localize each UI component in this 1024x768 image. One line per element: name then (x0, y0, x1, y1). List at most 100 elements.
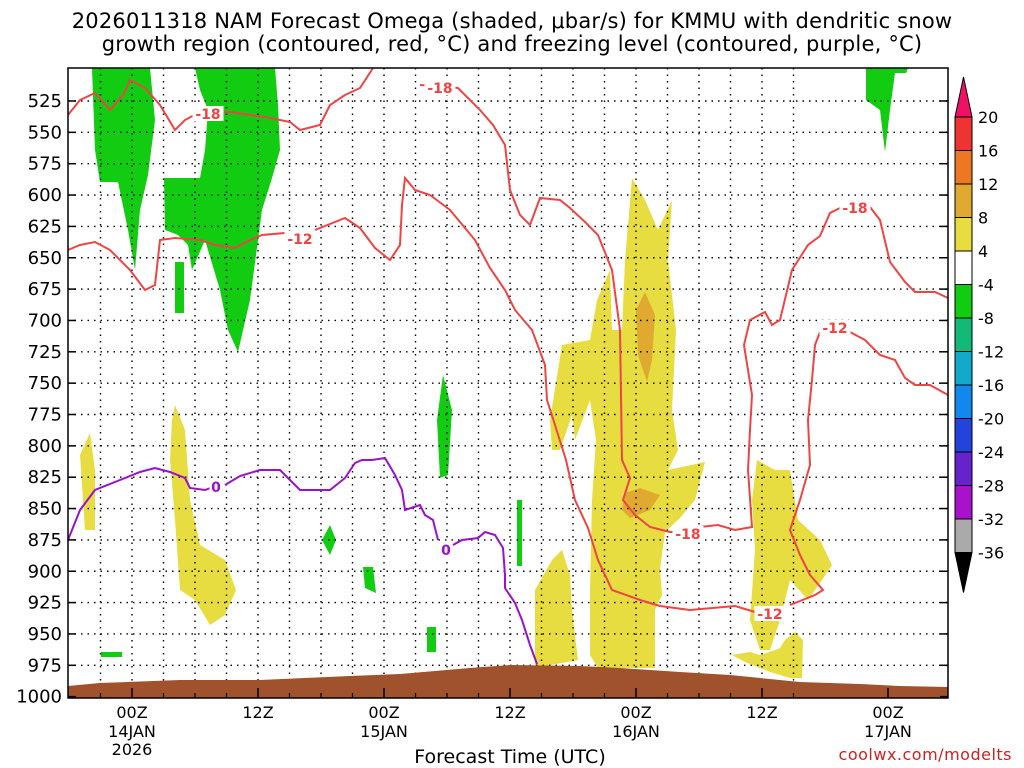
omega-region-green (164, 68, 280, 352)
x-tick-label: 00Z (368, 703, 399, 722)
contour-0-freezing-level (67, 456, 538, 665)
colorbar-segment (954, 418, 973, 453)
omega-region-orange (636, 292, 655, 382)
x-tick-date: 17JAN (864, 722, 912, 741)
colorbar-label: -28 (978, 477, 1004, 496)
colorbar-label: -16 (978, 376, 1004, 395)
chart-title-line-2: growth region (contoured, red, °C) and f… (101, 32, 923, 56)
y-tick-label: 800 (28, 436, 62, 457)
y-tick-label: 775 (28, 405, 62, 426)
x-tick-label: 00Z (872, 703, 903, 722)
colorbar-label: -12 (978, 343, 1004, 362)
x-tick-label: 00Z (620, 703, 651, 722)
contour-minus-12-left (67, 232, 286, 292)
x-tick-label: 12Z (746, 703, 777, 722)
omega-region-yellow (732, 632, 803, 678)
colorbar-segment (954, 284, 973, 319)
omega-region-yellow (170, 405, 236, 625)
colorbar-label: -32 (978, 510, 1004, 529)
colorbar-label: -20 (978, 410, 1004, 429)
colorbar-segment (954, 250, 973, 285)
colorbar-segment (954, 217, 973, 252)
y-tick-label: 625 (28, 216, 62, 237)
colorbar-arrow-top (954, 76, 973, 118)
colorbar: 20 16 12 8 4 -4 -8 -12 -16 -20 -24 -28 -32 -36 (954, 76, 1004, 593)
x-axis-title: Forecast Time (UTC) (414, 746, 606, 768)
colorbar-label: -8 (978, 309, 994, 328)
omega-region-yellow (550, 178, 705, 668)
y-tick-label: 975 (28, 655, 62, 676)
x-tick-label: 12Z (242, 703, 273, 722)
colorbar-label: 8 (978, 209, 988, 228)
contour-label: 0 (441, 543, 451, 559)
omega-region-yellow (535, 550, 578, 668)
x-tick-date: 16JAN (612, 722, 660, 741)
x-tick-date: 14JAN (108, 722, 156, 741)
colorbar-segment (954, 451, 973, 486)
y-tick-label: 700 (28, 310, 62, 331)
contour-label-bg (819, 320, 851, 335)
colorbar-segment (954, 384, 973, 419)
omega-region-green (92, 68, 155, 270)
dendritic-growth-contours (67, 67, 949, 613)
y-tick-label: 950 (28, 624, 62, 645)
contour-label: -18 (675, 527, 700, 543)
y-tick-label: 875 (28, 530, 62, 551)
y-tick-label: 550 (28, 122, 62, 143)
x-tick-year: 2026 (112, 740, 153, 759)
y-axis: 525 550 575 600 625 650 675 700 725 750 775 800 825 8… (16, 91, 948, 708)
contour-minus-18-top-right (869, 206, 949, 299)
omega-region-green (437, 375, 452, 478)
x-tick-label: 12Z (494, 703, 525, 722)
colorbar-arrow-bottom (954, 552, 973, 593)
contour-label-bg (424, 80, 456, 95)
y-tick-label: 925 (28, 593, 62, 614)
colorbar-segment (954, 317, 973, 352)
colorbar-segment (954, 150, 973, 185)
gridlines (68, 68, 948, 698)
colorbar-label: -24 (978, 443, 1004, 462)
contour-minus-12-middle (314, 175, 756, 613)
omega-region-green (363, 567, 376, 593)
contour-label-bg (839, 200, 871, 215)
colorbar-label: 20 (978, 108, 998, 127)
site-credit: coolwx.com/modelts (838, 745, 1012, 764)
contour-minus-18-main (419, 84, 843, 533)
colorbar-segment (954, 183, 973, 218)
omega-region-green (517, 500, 522, 566)
contour-minus-18-right (849, 331, 949, 396)
x-tick-label: 00Z (116, 703, 147, 722)
y-tick-label: 1000 (16, 687, 62, 708)
contour-label-bg (192, 106, 224, 121)
contour-label: 0 (211, 480, 221, 496)
contour-label: -12 (757, 607, 782, 623)
contour-label: -12 (287, 232, 312, 248)
y-tick-label: 825 (28, 467, 62, 488)
contour-label-bg (284, 231, 316, 246)
contour-label-bg (672, 526, 704, 541)
colorbar-label: -4 (978, 276, 994, 295)
colorbar-segment (954, 351, 973, 386)
y-tick-label: 675 (28, 279, 62, 300)
contour-label: -18 (842, 201, 867, 217)
y-tick-label: 600 (28, 185, 62, 206)
contour-label: -12 (822, 321, 847, 337)
y-tick-label: 900 (28, 561, 62, 582)
x-tick-date: 15JAN (360, 722, 408, 741)
contour-label: -18 (427, 81, 452, 97)
y-tick-label: 575 (28, 154, 62, 175)
chart-title-line-1: 2026011318 NAM Forecast Omega (shaded, μ… (71, 9, 953, 33)
y-tick-label: 850 (28, 499, 62, 520)
omega-shading (80, 68, 908, 678)
omega-region-green (427, 627, 436, 652)
contour-label-bg (439, 542, 453, 557)
colorbar-segment (954, 518, 973, 553)
colorbar-label: 4 (978, 242, 988, 261)
omega-region-green (866, 68, 908, 152)
y-tick-label: 525 (28, 91, 62, 112)
y-tick-label: 725 (28, 342, 62, 363)
colorbar-segment (954, 485, 973, 520)
contour-minus-12-right (788, 331, 825, 606)
